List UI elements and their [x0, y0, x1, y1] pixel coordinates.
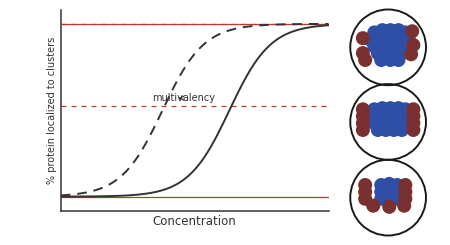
Circle shape: [384, 54, 397, 66]
Circle shape: [391, 186, 404, 198]
Circle shape: [375, 179, 387, 191]
Circle shape: [376, 117, 389, 129]
Circle shape: [376, 39, 389, 51]
Circle shape: [407, 117, 420, 129]
Circle shape: [407, 103, 420, 116]
Circle shape: [384, 117, 397, 129]
Circle shape: [356, 103, 369, 116]
Circle shape: [392, 54, 405, 66]
Circle shape: [384, 24, 397, 37]
Circle shape: [364, 33, 376, 46]
Circle shape: [387, 31, 400, 43]
Circle shape: [391, 193, 404, 205]
Circle shape: [399, 179, 412, 191]
Circle shape: [407, 124, 420, 136]
Text: multivalency: multivalency: [152, 93, 215, 103]
Circle shape: [367, 199, 379, 212]
Circle shape: [364, 110, 376, 122]
Circle shape: [350, 10, 426, 85]
Circle shape: [372, 47, 384, 59]
Circle shape: [383, 178, 396, 190]
Y-axis label: % protein localized to clusters: % protein localized to clusters: [47, 37, 57, 184]
Circle shape: [368, 40, 381, 52]
Circle shape: [402, 110, 415, 122]
Circle shape: [392, 117, 405, 129]
Circle shape: [383, 200, 396, 213]
Circle shape: [376, 24, 389, 37]
Circle shape: [359, 186, 372, 198]
Circle shape: [356, 117, 369, 129]
Circle shape: [356, 32, 369, 45]
Circle shape: [359, 179, 372, 191]
Circle shape: [387, 109, 400, 121]
Circle shape: [399, 193, 412, 205]
Circle shape: [379, 31, 392, 43]
Circle shape: [399, 186, 412, 198]
Circle shape: [399, 117, 412, 129]
Circle shape: [398, 199, 410, 212]
Circle shape: [399, 26, 412, 39]
Circle shape: [372, 124, 384, 136]
Circle shape: [407, 110, 420, 122]
Circle shape: [375, 186, 387, 198]
Circle shape: [379, 124, 392, 136]
Circle shape: [350, 84, 426, 160]
Circle shape: [391, 179, 404, 191]
Circle shape: [392, 39, 405, 51]
Circle shape: [396, 110, 408, 122]
Circle shape: [392, 24, 405, 37]
Circle shape: [406, 25, 419, 37]
Circle shape: [396, 47, 408, 59]
Circle shape: [387, 47, 400, 59]
Circle shape: [379, 109, 392, 121]
Circle shape: [392, 102, 405, 114]
Circle shape: [384, 39, 397, 51]
X-axis label: Concentration: Concentration: [153, 215, 237, 228]
Circle shape: [399, 40, 412, 52]
Circle shape: [375, 54, 387, 66]
Circle shape: [359, 54, 372, 66]
Circle shape: [383, 186, 396, 198]
Circle shape: [350, 160, 426, 235]
Circle shape: [372, 32, 384, 45]
Circle shape: [359, 193, 372, 205]
Circle shape: [384, 102, 397, 114]
Circle shape: [379, 47, 392, 59]
Circle shape: [356, 47, 369, 59]
Circle shape: [372, 110, 384, 122]
Circle shape: [396, 124, 408, 136]
Circle shape: [368, 26, 381, 39]
Circle shape: [399, 103, 412, 116]
Circle shape: [368, 103, 381, 116]
Circle shape: [407, 39, 420, 51]
Circle shape: [383, 193, 396, 205]
Circle shape: [387, 124, 400, 136]
Circle shape: [402, 33, 415, 46]
Circle shape: [396, 32, 408, 45]
Circle shape: [356, 124, 369, 136]
Circle shape: [375, 193, 387, 205]
Circle shape: [405, 48, 418, 61]
Circle shape: [376, 102, 389, 114]
Circle shape: [368, 117, 381, 129]
Circle shape: [356, 110, 369, 122]
